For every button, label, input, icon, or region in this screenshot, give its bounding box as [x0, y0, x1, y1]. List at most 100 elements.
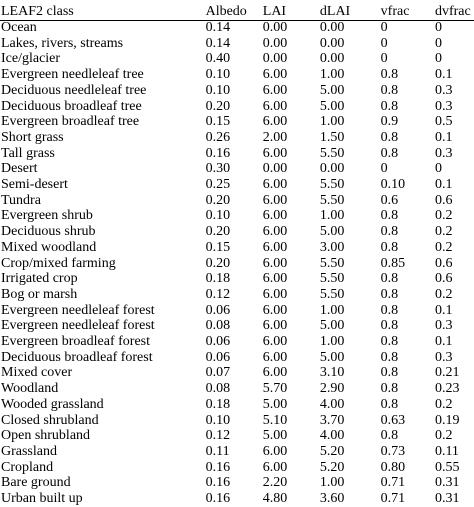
cell-class: Ice/glacier [1, 51, 61, 67]
cell-lai: 5.70 [262, 381, 288, 397]
cell-vfrac: 0.8 [380, 318, 399, 334]
table-row: Bare ground 0.16 2.20 1.00 0.71 0.31 [0, 475, 474, 491]
cell-lai: 6.00 [262, 224, 288, 240]
table-row: Deciduous broadleaf tree 0.20 6.00 5.00 0.8 0… [0, 99, 474, 115]
table-row: Urban built up 0.16 4.80 3.60 0.71 0.31 [0, 491, 474, 507]
header-rule [0, 20, 474, 21]
cell-dvfrac: 0.2 [434, 428, 453, 444]
cell-vfrac: 0.8 [380, 286, 399, 302]
cell-class: Lakes, rivers, streams [1, 35, 124, 51]
cell-albedo: 0.06 [205, 302, 231, 318]
cell-dlai: 1.00 [319, 114, 345, 130]
cell-albedo: 0.12 [205, 428, 231, 444]
cell-lai: 5.00 [262, 396, 288, 412]
cell-vfrac: 0 [380, 35, 388, 51]
cell-vfrac: 0.8 [380, 334, 399, 350]
table-row: Evergreen shrub 0.10 6.00 1.00 0.8 0.2 [0, 208, 474, 224]
table-row: Semi-desert 0.25 6.00 5.50 0.10 0.1 [0, 177, 474, 193]
cell-lai: 6.00 [262, 67, 288, 83]
cell-lai: 6.00 [262, 255, 288, 271]
cell-vfrac: 0.8 [380, 98, 399, 114]
header-cell-dvfrac: dvfrac [434, 4, 471, 19]
cell-albedo: 0.16 [205, 145, 231, 161]
cell-lai: 4.80 [262, 491, 288, 507]
cell-class: Wooded grassland [1, 396, 104, 412]
cell-dvfrac: 0.31 [434, 475, 460, 491]
cell-albedo: 0.10 [205, 412, 231, 428]
cell-dvfrac: 0.3 [434, 318, 453, 334]
table-row: Ocean 0.14 0.00 0.00 0 0 [0, 20, 474, 36]
cell-albedo: 0.14 [205, 35, 231, 51]
cell-dlai: 3.70 [319, 412, 345, 428]
cell-vfrac: 0.8 [380, 224, 399, 240]
cell-dvfrac: 0.55 [434, 459, 460, 475]
cell-class: Deciduous broadleaf forest [1, 349, 153, 365]
cell-class: Cropland [1, 459, 54, 475]
leaf2-parameter-table: LEAF2 class Albedo LAI dLAI vfrac dvfrac… [0, 3, 474, 507]
table-row: Cropland 0.16 6.00 5.20 0.80 0.55 [0, 460, 474, 476]
cell-class: Evergreen broadleaf forest [1, 334, 150, 350]
cell-albedo: 0.10 [205, 67, 231, 83]
cell-dvfrac: 0.1 [434, 177, 453, 193]
cell-lai: 0.00 [262, 161, 288, 177]
cell-dvfrac: 0.1 [434, 129, 453, 145]
cell-albedo: 0.18 [205, 271, 231, 287]
cell-albedo: 0.30 [205, 161, 231, 177]
cell-dlai: 1.00 [319, 67, 345, 83]
cell-dlai: 1.00 [319, 475, 345, 491]
cell-lai: 6.00 [262, 459, 288, 475]
cell-dvfrac: 0.19 [434, 412, 460, 428]
cell-albedo: 0.06 [205, 349, 231, 365]
cell-class: Mixed woodland [1, 239, 97, 255]
cell-vfrac: 0.71 [380, 491, 406, 507]
cell-albedo: 0.25 [205, 177, 231, 193]
cell-lai: 6.00 [262, 334, 288, 350]
cell-dlai: 5.50 [319, 271, 345, 287]
cell-class: Desert [1, 161, 38, 177]
cell-vfrac: 0.8 [380, 208, 399, 224]
table-row: Evergreen broadleaf forest 0.06 6.00 1.00 0.… [0, 334, 474, 350]
cell-dvfrac: 0.3 [434, 98, 453, 114]
cell-albedo: 0.08 [205, 381, 231, 397]
table-row: Evergreen needleleaf forest 0.08 6.00 5.00 0… [0, 318, 474, 334]
cell-dlai: 5.00 [319, 349, 345, 365]
cell-class: Tundra [1, 192, 41, 208]
cell-class: Woodland [1, 381, 59, 397]
cell-lai: 6.00 [262, 286, 288, 302]
cell-dlai: 1.00 [319, 334, 345, 350]
cell-class: Evergreen needleleaf forest [1, 318, 155, 334]
table-row: Evergreen needleleaf tree 0.10 6.00 1.00 0.8… [0, 67, 474, 83]
cell-dvfrac: 0.2 [434, 208, 453, 224]
cell-class: Evergreen shrub [1, 208, 93, 224]
table-row: Mixed woodland 0.15 6.00 3.00 0.8 0.2 [0, 240, 474, 256]
cell-dvfrac: 0.1 [434, 334, 453, 350]
cell-albedo: 0.18 [205, 396, 231, 412]
cell-class: Irrigated crop [1, 271, 78, 287]
table-row: Deciduous broadleaf forest 0.06 6.00 5.00 0.… [0, 350, 474, 366]
cell-vfrac: 0.8 [380, 349, 399, 365]
cell-dvfrac: 0 [434, 51, 442, 67]
cell-albedo: 0.11 [205, 443, 230, 459]
cell-vfrac: 0.71 [380, 475, 406, 491]
leaf2-parameter-table-region: LEAF2 class Albedo LAI dLAI vfrac dvfrac… [0, 4, 474, 506]
cell-dlai: 5.50 [319, 145, 345, 161]
cell-albedo: 0.20 [205, 255, 231, 271]
cell-vfrac: 0.63 [380, 412, 406, 428]
table-row: Desert 0.30 0.00 0.00 0 0 [0, 161, 474, 177]
cell-lai: 6.00 [262, 318, 288, 334]
table-row: Wooded grassland 0.18 5.00 4.00 0.8 0.2 [0, 397, 474, 413]
cell-albedo: 0.20 [205, 98, 231, 114]
cell-albedo: 0.08 [205, 318, 231, 334]
cell-class: Bare ground [1, 475, 71, 491]
cell-dlai: 0.00 [319, 51, 345, 67]
cell-vfrac: 0.8 [380, 428, 399, 444]
cell-lai: 6.00 [262, 98, 288, 114]
cell-class: Urban built up [1, 491, 83, 507]
cell-dvfrac: 0.3 [434, 349, 453, 365]
cell-dlai: 5.00 [319, 82, 345, 98]
cell-dlai: 5.00 [319, 224, 345, 240]
cell-class: Closed shrubland [1, 412, 99, 428]
cell-lai: 6.00 [262, 114, 288, 130]
cell-dvfrac: 0.2 [434, 396, 453, 412]
table-row: Evergreen broadleaf tree 0.15 6.00 1.00 0.9 0… [0, 114, 474, 130]
